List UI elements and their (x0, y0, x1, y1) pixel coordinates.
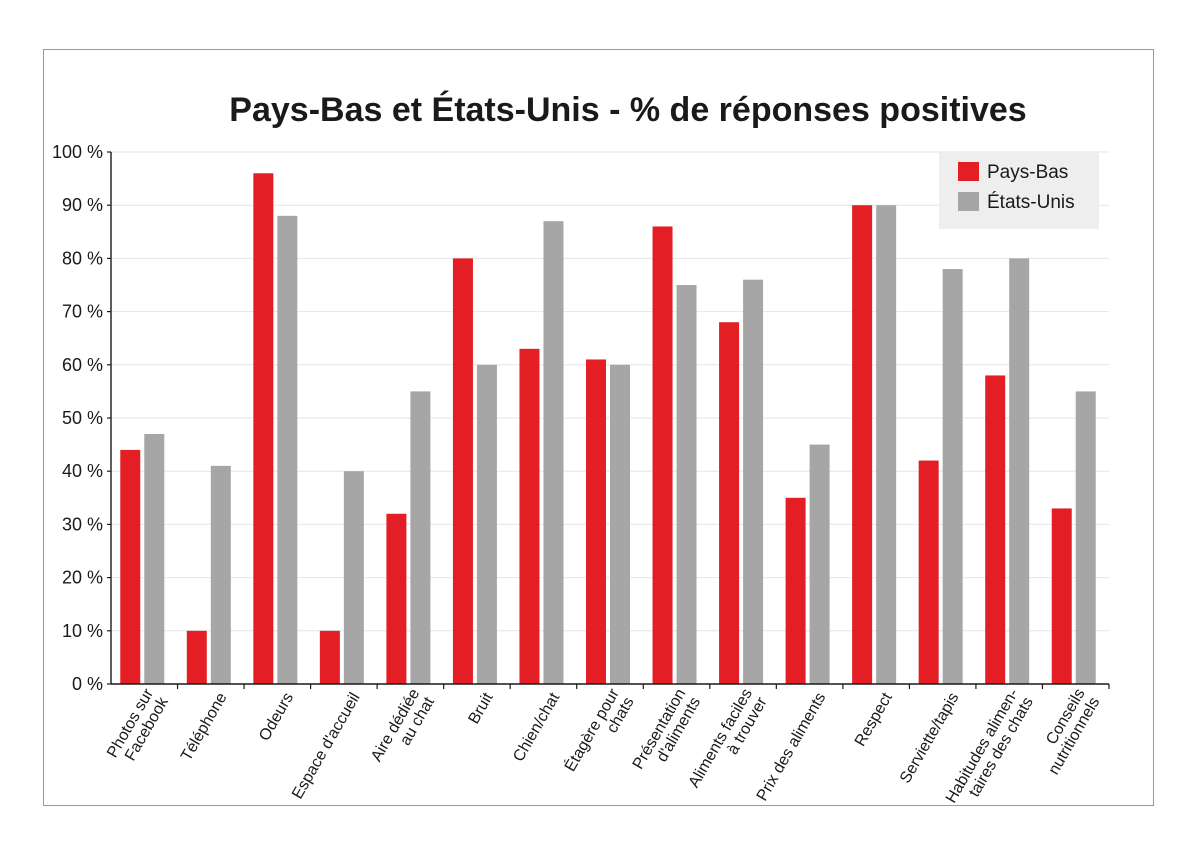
bar-etats-unis (876, 205, 897, 684)
y-tick-label: 80 % (62, 248, 103, 268)
bar-pays-bas (652, 226, 673, 685)
x-category-label: Conseilsnutritionnels (1031, 686, 1104, 778)
x-axis-categories: Photos surFacebook Téléphone OdeursEspace … (104, 684, 1110, 806)
legend: Pays-Bas États-Unis (939, 152, 1099, 229)
chart-title: Pays-Bas et États-Unis - % de réponses p… (229, 91, 1026, 129)
x-category-label-line: Bruit (466, 690, 497, 727)
x-category-label: Odeurs (256, 690, 297, 744)
bar-etats-unis (543, 221, 564, 684)
x-category-label: Chien/chat (510, 690, 563, 765)
y-tick-label: 60 % (62, 355, 103, 375)
bar-etats-unis (676, 285, 697, 684)
bar-pays-bas (319, 630, 340, 684)
bar-pays-bas (852, 205, 873, 684)
bar-pays-bas (918, 460, 939, 684)
bar-pays-bas (985, 375, 1006, 684)
x-category-label: Espace d'accueil (289, 690, 364, 802)
bar-pays-bas (386, 513, 407, 684)
x-category-label: Serviette/tapis (897, 690, 962, 786)
bars (120, 173, 1096, 685)
bar-etats-unis (942, 269, 963, 684)
y-tick-label: 10 % (62, 621, 103, 641)
bar-etats-unis (210, 465, 231, 684)
legend-swatch (958, 192, 979, 211)
y-tick-label: 50 % (62, 408, 103, 428)
bar-etats-unis (1009, 258, 1030, 684)
x-category-label-line: Serviette/tapis (897, 690, 962, 786)
bar-pays-bas (719, 322, 740, 684)
bar-etats-unis (1075, 391, 1096, 684)
x-category-label-line: Téléphone (178, 690, 231, 764)
bar-pays-bas (1051, 508, 1072, 684)
bar-pays-bas (253, 173, 274, 684)
bar-etats-unis (410, 391, 431, 684)
x-category-label-line: Chien/chat (510, 690, 563, 765)
bar-etats-unis (277, 215, 298, 684)
legend-label: États-Unis (987, 192, 1075, 213)
x-category-label-line: Espace d'accueil (289, 690, 364, 802)
y-tick-label: 30 % (62, 514, 103, 534)
x-category-label: Photos surFacebook (104, 685, 172, 769)
y-tick-label: 90 % (62, 195, 103, 215)
x-category-label: Respect (852, 690, 896, 750)
y-tick-label: 20 % (62, 568, 103, 588)
x-category-label: Téléphone (178, 690, 231, 764)
y-tick-label: 40 % (62, 461, 103, 481)
x-category-label-line: Respect (852, 690, 896, 750)
bar-etats-unis (809, 444, 830, 684)
legend-swatch (958, 162, 979, 181)
bar-pays-bas (785, 497, 806, 684)
bar-pays-bas (519, 348, 540, 684)
x-category-label-line: Odeurs (256, 690, 297, 744)
bar-pays-bas (586, 359, 606, 684)
y-tick-label: 100 % (52, 142, 103, 162)
x-category-label: Présentationd'aliments (630, 686, 704, 781)
bar-pays-bas (452, 258, 473, 684)
bar-etats-unis (144, 433, 165, 684)
bar-etats-unis (476, 364, 497, 684)
y-tick-label: 70 % (62, 302, 103, 322)
chart-frame: Pays-Bas et États-Unis - % de réponses p… (43, 49, 1154, 806)
y-tick-label: 0 % (72, 674, 103, 694)
bar-etats-unis (343, 471, 364, 684)
legend-label: Pays-Bas (987, 162, 1068, 183)
bar-etats-unis (610, 364, 630, 684)
bar-pays-bas (120, 449, 141, 684)
x-category-label: Étagère pourchats (560, 684, 638, 783)
x-category-label: Aire dédiéeau chat (368, 686, 438, 774)
bar-pays-bas (186, 630, 207, 684)
bar-etats-unis (743, 279, 764, 684)
bar-chart: Pays-Bas et États-Unis - % de réponses p… (52, 91, 1110, 806)
x-category-label: Bruit (466, 690, 497, 727)
y-axis-ticks: 0 % 10 % 20 % 30 % 40 % 50 % 60 % 70 % 80 % 90 % 1… (52, 142, 111, 694)
